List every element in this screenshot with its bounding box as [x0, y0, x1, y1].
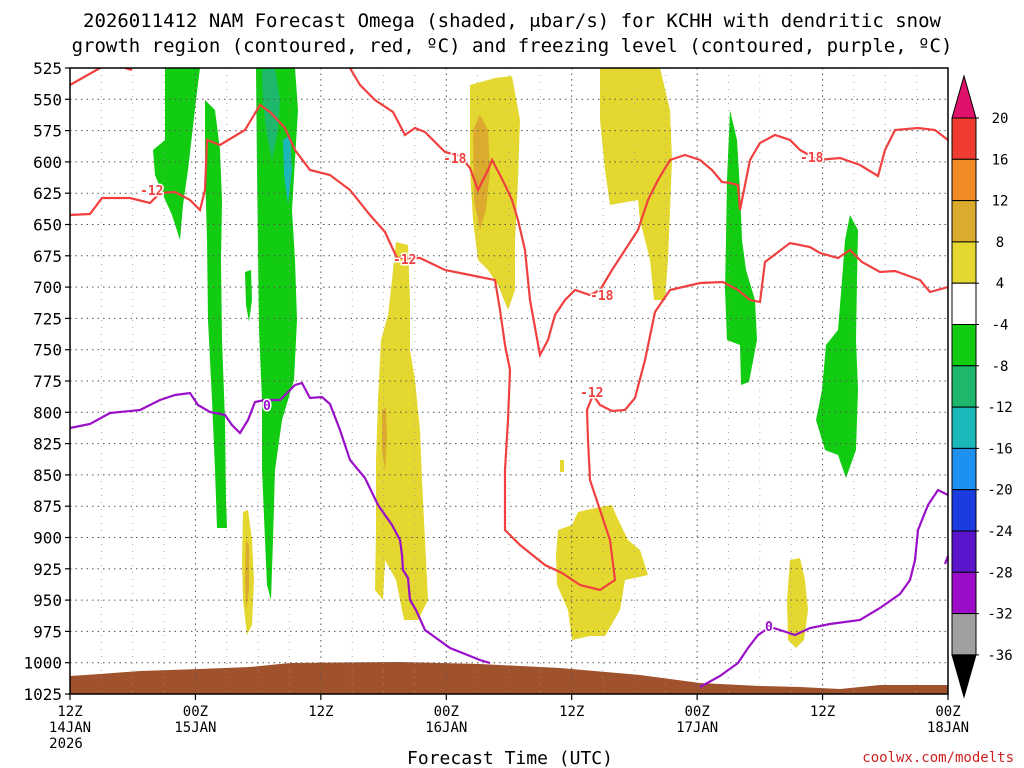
label-minus18-a: -18 [443, 152, 467, 167]
colorbar-label: -24 [987, 524, 1012, 540]
x-tick-label: 12Z [57, 704, 82, 720]
x-tick-label: 2026 [49, 736, 83, 752]
colorbar-box [951, 571, 977, 615]
plot-area: -12 -12 -12 -18 -18 -18 0 0 [69, 66, 950, 695]
y-tick-label: 600 [33, 153, 62, 172]
chart-title-line-1: 2026011412 NAM Forecast Omega (shaded, μ… [83, 10, 941, 32]
omega-yellow-small [560, 460, 564, 472]
x-axis-title: Forecast Time (UTC) [407, 748, 613, 768]
omega-green-small [245, 270, 252, 322]
y-tick-label: 675 [33, 247, 62, 266]
y-tick-label: 950 [33, 591, 62, 610]
x-tick-label: 12Z [308, 704, 333, 720]
label-zero-a: 0 [263, 399, 271, 414]
colorbar-label: -16 [987, 441, 1012, 457]
colorbar-box [951, 200, 977, 243]
y-tick-label: 900 [33, 529, 62, 548]
colorbar-label: -20 [987, 483, 1012, 499]
x-tick-label: 00Z [935, 704, 960, 720]
omega-yellow-region-2 [600, 68, 672, 300]
colorbar-box [951, 158, 977, 202]
colorbar-label: 4 [996, 276, 1004, 292]
label-minus18-c: -18 [800, 151, 824, 166]
y-tick-label: 825 [33, 435, 62, 454]
colorbar-box [951, 530, 977, 573]
omega-green-region-4 [725, 110, 757, 385]
colorbar: 20 16 12 8 4 -4 -8 -12 -16 -20 -24 -28 -32 -36 [951, 74, 1013, 699]
label-minus12-a: -12 [140, 184, 163, 199]
y-tick-label: 550 [33, 90, 62, 109]
y-tick-label: 850 [33, 466, 62, 485]
y-tick-label: 775 [33, 372, 62, 391]
x-tick-label: 16JAN [425, 720, 467, 736]
colorbar-bottom-arrow [951, 654, 977, 699]
credit-text: coolwx.com/modelts [862, 750, 1014, 766]
label-minus18-b: -18 [590, 289, 614, 304]
y-tick-label: 750 [33, 341, 62, 360]
y-tick-label: 800 [33, 403, 62, 422]
label-minus12-b: -12 [393, 253, 416, 268]
chart-title-line-2: growth region (contoured, red, ºC) and f… [72, 35, 953, 57]
colorbar-top-arrow [951, 74, 977, 119]
label-minus12-c: -12 [580, 386, 603, 401]
omega-orange-streak-2 [245, 540, 249, 610]
y-tick-label: 650 [33, 216, 62, 235]
y-tick-label: 975 [33, 622, 62, 641]
colorbar-box [951, 489, 977, 532]
omega-green-region-1 [153, 68, 200, 240]
colorbar-label: -28 [987, 565, 1012, 581]
x-tick-label: 00Z [684, 704, 709, 720]
x-tick-label: 18JAN [927, 720, 969, 736]
y-tick-label: 525 [33, 59, 62, 78]
isotherm-minus12-left [69, 103, 949, 592]
x-tick-label: 12Z [559, 704, 584, 720]
y-tick-label: 1000 [23, 654, 62, 673]
y-tick-label: 725 [33, 309, 62, 328]
omega-yellow-region-3 [375, 242, 428, 620]
colorbar-label: -12 [987, 400, 1012, 416]
colorbar-label: 16 [992, 152, 1009, 168]
y-tick-label: 875 [33, 497, 62, 516]
y-tick-label: 625 [33, 184, 62, 203]
x-tick-label: 12Z [810, 704, 835, 720]
omega-yellow-region-6 [787, 558, 808, 648]
label-zero-b: 0 [765, 620, 773, 635]
x-tick-label: 15JAN [174, 720, 216, 736]
colorbar-box [951, 447, 977, 491]
colorbar-box [951, 117, 977, 160]
colorbar-label: -32 [987, 607, 1012, 623]
colorbar-box [951, 241, 977, 284]
omega-orange-streak [382, 408, 387, 470]
contour-labels: -12 -12 -12 -18 -18 -18 0 0 [139, 150, 826, 637]
freezing-level-left [69, 381, 491, 665]
colorbar-label: 8 [996, 235, 1004, 251]
y-axis: 525 550 575 600 625 650 675 700 725 750 775 800 825 8… [23, 59, 70, 704]
colorbar-box [951, 365, 977, 408]
colorbar-label: -8 [992, 359, 1009, 375]
colorbar-label: 12 [992, 194, 1009, 210]
colorbar-box [951, 613, 977, 656]
colorbar-box [951, 406, 977, 449]
colorbar-label: -4 [992, 318, 1009, 334]
colorbar-label: -36 [987, 648, 1012, 664]
omega-yellow-region-5 [556, 505, 648, 640]
omega-green-region-5 [816, 215, 858, 478]
y-tick-label: 700 [33, 278, 62, 297]
x-tick-label: 14JAN [49, 720, 91, 736]
x-tick-label: 00Z [183, 704, 208, 720]
colorbar-box [951, 324, 977, 367]
x-tick-label: 17JAN [676, 720, 718, 736]
y-tick-label: 925 [33, 560, 62, 579]
y-tick-label: 575 [33, 122, 62, 141]
colorbar-box [951, 282, 977, 326]
colorbar-label: 20 [992, 111, 1009, 127]
omega-green-region-2 [205, 100, 227, 528]
x-tick-label: 00Z [434, 704, 459, 720]
y-tick-label: 1025 [23, 685, 62, 704]
